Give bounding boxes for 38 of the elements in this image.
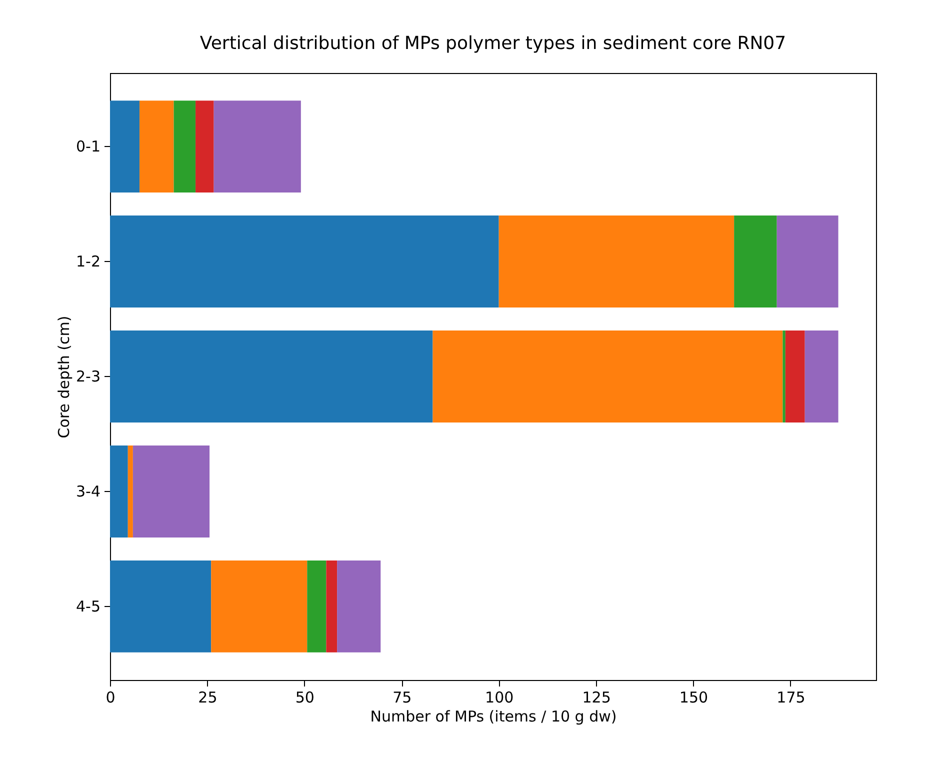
bar <box>337 560 381 652</box>
bar <box>110 330 433 422</box>
bar <box>498 216 734 308</box>
bar <box>776 216 838 308</box>
x-axis-title: Number of MPs (items / 10 g dw) <box>370 708 617 726</box>
x-tick-label: 0 <box>106 688 116 706</box>
x-tick-label: 75 <box>392 688 412 706</box>
bar <box>110 560 212 652</box>
bar <box>174 100 196 193</box>
bar <box>734 216 777 308</box>
y-tick-label: 0-1 <box>76 138 100 156</box>
x-tick-label: 50 <box>295 688 314 706</box>
bar <box>307 560 326 652</box>
bar <box>782 330 786 422</box>
bar <box>214 100 301 193</box>
y-tick-label: 3-4 <box>76 482 100 500</box>
bar <box>140 100 174 193</box>
bar <box>785 330 805 422</box>
bar <box>110 445 128 538</box>
x-tick-label: 25 <box>198 688 218 706</box>
bar <box>432 330 783 422</box>
x-tick-label: 100 <box>485 688 514 706</box>
bar <box>211 560 308 652</box>
bar <box>110 216 499 308</box>
bar <box>132 445 210 538</box>
bar <box>110 100 140 193</box>
y-axis-title: Core depth (cm) <box>55 316 73 438</box>
x-tick-label: 175 <box>776 688 806 706</box>
y-tick-label: 4-5 <box>76 597 100 616</box>
bar <box>196 100 214 193</box>
y-tick-label: 1-2 <box>76 252 100 271</box>
chart-title: Vertical distribution of MPs polymer types in sediment core RN07 <box>200 33 786 54</box>
bar <box>128 445 133 538</box>
y-tick-label: 2-3 <box>76 368 100 386</box>
x-tick-label: 125 <box>582 688 611 706</box>
bar <box>326 560 338 652</box>
bar <box>804 330 838 422</box>
x-tick-label: 150 <box>679 688 708 706</box>
